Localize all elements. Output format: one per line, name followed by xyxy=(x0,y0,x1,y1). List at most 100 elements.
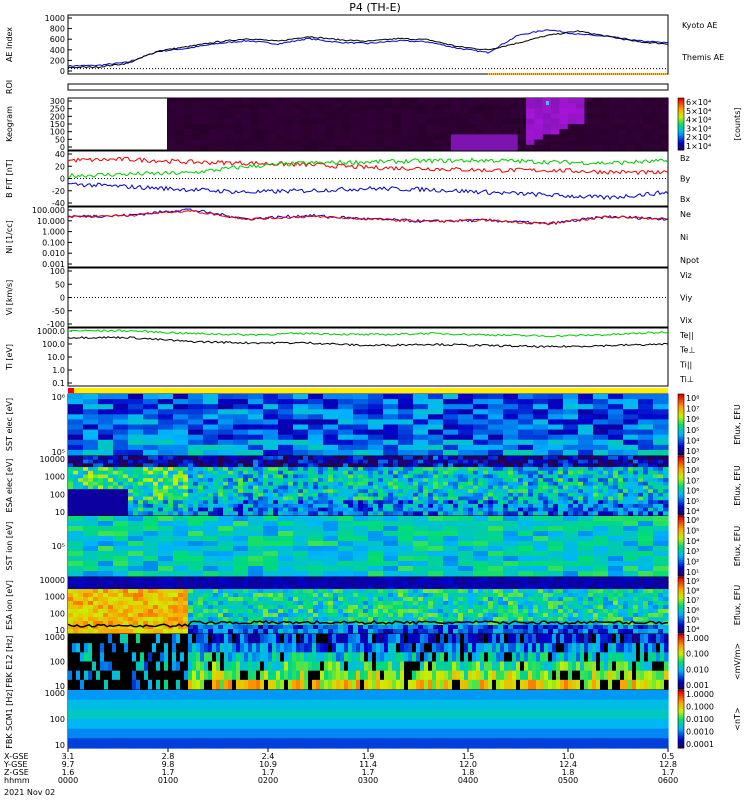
esa_i-cell xyxy=(173,585,179,590)
bfield-ytick-label: 40 xyxy=(55,150,65,159)
keogram-cell xyxy=(233,139,243,146)
esa_i-cell xyxy=(303,589,309,594)
keogram-cell xyxy=(233,129,243,135)
esa_e-cell xyxy=(338,489,344,494)
esa_i-cell xyxy=(183,601,189,606)
esa_e-cell xyxy=(143,470,149,476)
esa_e-cell xyxy=(623,459,629,464)
esa_i-cell xyxy=(293,593,299,598)
sst_e-cell xyxy=(128,419,144,426)
esa_i-cell xyxy=(283,625,289,630)
sst_e-cell xyxy=(638,439,654,446)
sst_e-cell xyxy=(338,434,354,441)
sst_e-cell xyxy=(203,439,219,446)
esa_i-cell xyxy=(308,585,314,590)
sst_e-colorbar-frame xyxy=(677,393,685,456)
esa_e-cell xyxy=(513,463,519,468)
sst_i-cell xyxy=(473,561,489,567)
esa_i-cell xyxy=(433,629,439,634)
sst_i-cell xyxy=(218,551,234,557)
esa_e-cell xyxy=(198,456,204,461)
esa_e-cell xyxy=(523,492,529,498)
esa_i-cell xyxy=(278,613,284,618)
esa_i-cell xyxy=(418,581,424,586)
esa_e-cell xyxy=(278,478,284,483)
esa_e-cell xyxy=(603,500,609,505)
sst_i-cell xyxy=(533,516,549,522)
sst_e-cell xyxy=(173,394,189,400)
esa_i-cell xyxy=(98,601,104,606)
esa_e-cell xyxy=(598,456,604,461)
esa_e-cell xyxy=(513,507,519,512)
esa_e-cell xyxy=(418,496,424,501)
esa_e-cell xyxy=(493,459,499,464)
esa_i-cell xyxy=(108,585,114,590)
esa_i-cell xyxy=(438,585,444,590)
esa_i-cell xyxy=(138,581,144,586)
esa_e-cell xyxy=(458,492,464,498)
esa_e-cell xyxy=(523,470,529,476)
keogram-cell xyxy=(634,129,644,135)
esa_e-cell xyxy=(378,485,384,490)
esa_e-cell xyxy=(448,485,454,490)
esa_e-cell xyxy=(588,470,594,476)
esa_e-cell xyxy=(523,500,529,505)
keogram-cell xyxy=(325,113,335,120)
esa_i-cell xyxy=(98,585,104,590)
esa_e-cell xyxy=(518,470,524,476)
esa_e-cell xyxy=(528,459,534,464)
keogram-cell xyxy=(200,129,210,135)
sst_e-cell xyxy=(218,409,234,415)
esa_i-cell xyxy=(228,613,234,618)
esa_i-cell xyxy=(443,625,449,630)
keogram-cell xyxy=(659,98,669,104)
keogram-cell xyxy=(509,103,519,109)
esa_e-cell xyxy=(483,485,489,490)
esa_i-cell xyxy=(143,597,149,602)
esa_i-cell xyxy=(378,613,384,618)
esa_e-cell xyxy=(603,507,609,512)
esa_e-cell xyxy=(493,478,499,483)
esa_i-cell xyxy=(438,613,444,618)
keogram-cell xyxy=(217,108,227,115)
esa_i-cell xyxy=(98,593,104,598)
esa_e-cell xyxy=(263,507,269,512)
sst_e-cell xyxy=(293,449,309,456)
esa_e-cell xyxy=(348,507,354,512)
esa_i-cell xyxy=(78,605,84,610)
esa_e-cell xyxy=(68,470,74,476)
esa_e-cell xyxy=(368,496,374,501)
esa_e-cell xyxy=(213,470,219,476)
esa_e-cell xyxy=(473,459,479,464)
keogram-cell xyxy=(225,139,235,146)
esa_i-cell xyxy=(223,625,229,630)
esa_i-cell xyxy=(403,601,409,606)
esa_e-cell xyxy=(103,485,109,490)
esa_e-cell xyxy=(578,511,584,516)
esa_e-cell xyxy=(573,503,579,509)
sst_i-cell xyxy=(263,551,279,557)
esa_e-cell xyxy=(78,496,84,501)
esa_i-cell xyxy=(493,581,499,586)
esa_i-cell xyxy=(188,585,194,590)
sst_e-cell xyxy=(473,399,489,405)
sst_e-cell xyxy=(533,414,549,421)
esa_e-cell xyxy=(238,496,244,501)
esa_i-cell xyxy=(273,581,279,586)
esa_e-cell xyxy=(113,463,119,468)
sst_e-cell xyxy=(623,399,639,405)
sst_i-cell xyxy=(323,546,339,552)
sst_e-cell xyxy=(353,449,369,456)
esa_i-cell xyxy=(238,589,244,594)
esa_i-cell xyxy=(183,621,189,626)
sst_e-cell xyxy=(548,414,564,421)
esa_e-cell xyxy=(618,456,624,461)
keogram-cell xyxy=(651,139,661,146)
sst_e-cell xyxy=(338,394,354,400)
keogram-cell xyxy=(517,124,527,130)
esa_i-cell xyxy=(333,601,339,606)
esa_i-cell xyxy=(188,593,194,598)
esa_i-cell xyxy=(273,577,279,582)
sst_e-cell xyxy=(368,449,384,456)
sst_e-cell xyxy=(503,399,519,405)
